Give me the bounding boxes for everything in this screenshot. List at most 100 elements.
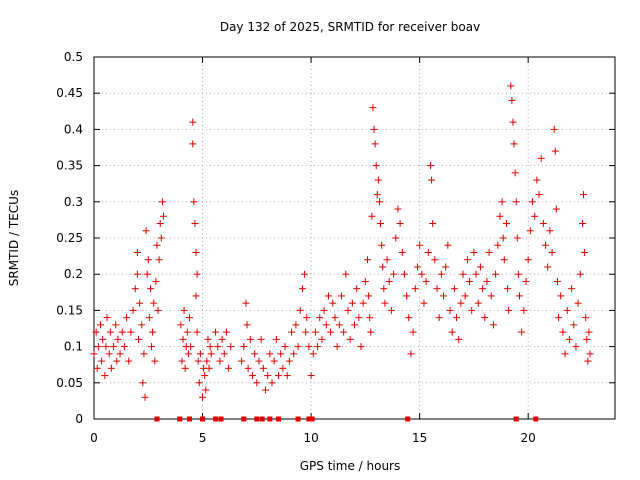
data-point: [157, 234, 165, 242]
data-point: [101, 372, 109, 380]
data-point: [244, 364, 252, 372]
data-point: [129, 306, 137, 314]
data-point: [369, 104, 377, 112]
data-point: [303, 314, 311, 322]
data-point: [296, 306, 304, 314]
data-point: [97, 321, 105, 329]
data-point: [505, 306, 513, 314]
data-point: [253, 379, 261, 387]
data-point: [186, 314, 194, 322]
x-axis-label: GPS time / hours: [300, 459, 401, 473]
data-point: [466, 277, 474, 285]
data-point: [294, 343, 302, 351]
data-point: [453, 314, 461, 322]
data-point: [305, 343, 313, 351]
data-point: [378, 241, 386, 249]
data-point: [327, 328, 335, 336]
data-point: [158, 198, 166, 206]
data-point: [145, 314, 153, 322]
data-point: [120, 343, 128, 351]
data-point: [187, 343, 195, 351]
data-point: [135, 335, 143, 343]
data-point: [251, 350, 259, 358]
zero-value-marker: [306, 416, 312, 422]
data-point: [514, 270, 522, 278]
data-point: [240, 343, 248, 351]
data-point: [272, 335, 280, 343]
data-point: [561, 350, 569, 358]
data-point: [99, 335, 107, 343]
data-point: [322, 321, 330, 329]
zero-value-marker: [259, 416, 265, 422]
data-point: [574, 299, 582, 307]
zero-value-marker: [309, 416, 315, 422]
data-point: [448, 328, 456, 336]
data-point: [290, 350, 298, 358]
data-point: [112, 321, 120, 329]
data-point: [385, 277, 393, 285]
data-point: [181, 364, 189, 372]
data-point: [390, 270, 398, 278]
data-point: [189, 140, 197, 148]
zero-value-markers: [154, 416, 539, 422]
data-point: [105, 350, 113, 358]
data-point: [380, 285, 388, 293]
data-point: [520, 306, 528, 314]
data-point: [476, 263, 484, 271]
data-point: [422, 277, 430, 285]
data-point: [405, 314, 413, 322]
data-point: [318, 335, 326, 343]
chart-title: Day 132 of 2025, SRMTID for receiver boa…: [220, 20, 480, 34]
data-point: [433, 285, 441, 293]
data-point: [546, 227, 554, 235]
y-tick-label: 0.45: [56, 86, 83, 100]
data-point: [487, 292, 495, 300]
data-point: [205, 364, 213, 372]
data-point: [302, 328, 310, 336]
data-point: [442, 263, 450, 271]
x-tick-label: 15: [412, 431, 427, 445]
data-point: [335, 321, 343, 329]
data-point: [353, 285, 361, 293]
data-point: [153, 241, 161, 249]
x-tick-labels: 0 5 10 15 20: [90, 431, 536, 445]
data-point: [420, 299, 428, 307]
y-tick-label: 0.35: [56, 159, 83, 173]
data-point: [576, 270, 584, 278]
data-point: [394, 205, 402, 213]
data-point: [403, 292, 411, 300]
data-point: [371, 140, 379, 148]
data-point: [428, 176, 436, 184]
data-point: [580, 191, 588, 199]
data-point: [248, 372, 256, 380]
data-point: [204, 335, 212, 343]
y-tick-labels: 0 0.05 0.1 0.15 0.2 0.25 0.3 0.35 0.4 0.45 0.5: [56, 50, 83, 426]
data-point: [492, 270, 500, 278]
data-point: [511, 169, 519, 177]
data-point: [225, 364, 233, 372]
data-point: [416, 241, 424, 249]
data-point: [522, 277, 530, 285]
data-point: [214, 343, 222, 351]
data-point: [494, 241, 502, 249]
data-point: [568, 285, 576, 293]
zero-value-marker: [295, 416, 301, 422]
data-point: [578, 220, 586, 228]
data-point: [288, 328, 296, 336]
data-point: [195, 379, 203, 387]
zero-value-marker: [405, 416, 411, 422]
data-point: [457, 299, 465, 307]
y-axis-label: SRMTID / TECUs: [7, 190, 21, 286]
data-point: [377, 220, 385, 228]
zero-value-marker: [276, 416, 282, 422]
data-point: [143, 270, 151, 278]
data-point: [398, 248, 406, 256]
data-point: [407, 350, 415, 358]
data-point: [499, 234, 507, 242]
data-point: [183, 328, 191, 336]
data-point: [440, 292, 448, 300]
data-point: [344, 306, 352, 314]
data-point: [370, 125, 378, 133]
data-point: [93, 364, 101, 372]
data-points: [90, 82, 594, 401]
